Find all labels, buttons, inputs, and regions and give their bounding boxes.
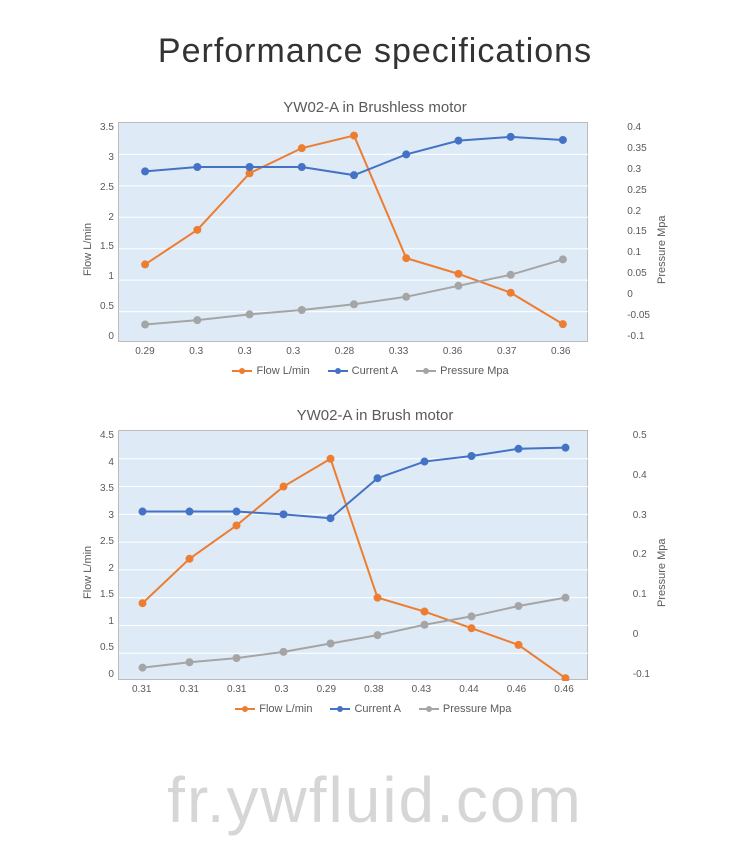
legend-item: Pressure Mpa — [416, 365, 508, 377]
chart-title: YW02-A in Brushless motor — [80, 99, 670, 116]
legend-label: Current A — [352, 365, 398, 377]
x-axis-ticks: 0.310.310.310.30.290.380.430.440.460.46 — [118, 680, 588, 695]
legend: Flow L/min Current A Pressure Mpa — [118, 695, 629, 715]
legend-label: Current A — [354, 703, 400, 715]
y-axis-left-label: Flow L/min — [80, 430, 96, 715]
y-axis-right-ticks: 0.40.350.30.250.20.150.10.050-0.05-0.1 — [623, 122, 654, 342]
legend-label: Pressure Mpa — [440, 365, 508, 377]
plot-area — [118, 122, 588, 342]
legend-item: Flow L/min — [232, 365, 309, 377]
legend-label: Flow L/min — [256, 365, 309, 377]
legend-swatch — [330, 708, 350, 710]
y-axis-right-label: Pressure Mpa — [654, 430, 670, 715]
legend-label: Pressure Mpa — [443, 703, 511, 715]
legend-item: Pressure Mpa — [419, 703, 511, 715]
plot-area — [118, 430, 588, 680]
legend-swatch — [232, 370, 252, 372]
legend-swatch — [416, 370, 436, 372]
y-axis-right-label: Pressure Mpa — [654, 122, 670, 377]
legend-swatch — [235, 708, 255, 710]
legend: Flow L/min Current A Pressure Mpa — [118, 357, 623, 377]
y-axis-left-label: Flow L/min — [80, 122, 96, 377]
watermark-text: fr.ywfluid.com — [167, 763, 583, 837]
page-title: Performance specifications — [0, 0, 750, 99]
legend-item: Current A — [330, 703, 400, 715]
legend-item: Flow L/min — [235, 703, 312, 715]
chart-title: YW02-A in Brush motor — [80, 407, 670, 424]
legend-item: Current A — [328, 365, 398, 377]
legend-swatch — [328, 370, 348, 372]
chart-block: YW02-A in Brush motorFlow L/min4.543.532… — [80, 407, 670, 715]
chart-block: YW02-A in Brushless motorFlow L/min3.532… — [80, 99, 670, 377]
y-axis-right-ticks: 0.50.40.30.20.10-0.1 — [629, 430, 654, 680]
y-axis-left-ticks: 4.543.532.521.510.50 — [96, 430, 118, 680]
legend-swatch — [419, 708, 439, 710]
x-axis-ticks: 0.290.30.30.30.280.330.360.370.36 — [118, 342, 588, 357]
legend-label: Flow L/min — [259, 703, 312, 715]
y-axis-left-ticks: 3.532.521.510.50 — [96, 122, 118, 342]
